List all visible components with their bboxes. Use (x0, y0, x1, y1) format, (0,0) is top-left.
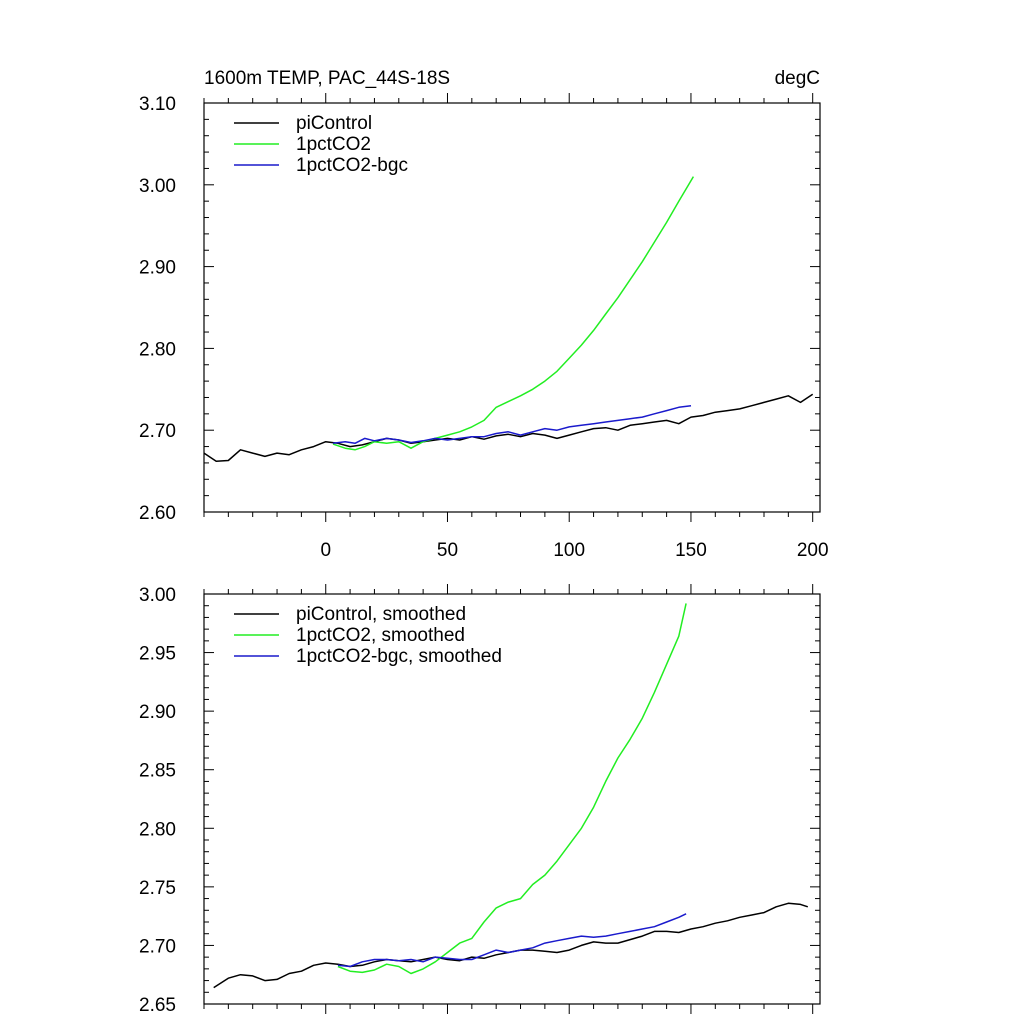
legend-label: 1pctCO2-bgc, smoothed (296, 646, 502, 667)
series-line-2 (332, 176, 695, 451)
x-tick-label: 150 (675, 540, 707, 561)
y-tick-label: 2.75 (139, 878, 176, 899)
x-tick-label: 0 (320, 540, 331, 561)
y-tick-label: 2.65 (139, 995, 176, 1016)
x-tick-label: 50 (437, 540, 458, 561)
legend-label: piControl (296, 113, 372, 134)
series-line-1 (204, 393, 814, 463)
chart-title: 1600m TEMP, PAC_44S-18S (204, 68, 450, 89)
y-tick-label: 3.00 (139, 585, 176, 606)
series-line-2 (337, 603, 687, 975)
x-tick-label: 100 (553, 540, 585, 561)
series-line-1 (213, 902, 809, 989)
legend-label: piControl, smoothed (296, 604, 466, 625)
legend-label: 1pctCO2 (296, 134, 371, 155)
y-tick-label: 2.70 (139, 421, 176, 442)
y-tick-label: 2.60 (139, 503, 176, 524)
series-line-3 (337, 913, 687, 968)
y-tick-label: 2.80 (139, 819, 176, 840)
y-tick-label: 3.00 (139, 176, 176, 197)
x-tick-label: 200 (797, 540, 829, 561)
plot-frame (203, 102, 821, 513)
y-tick-label: 2.80 (139, 339, 176, 360)
legend-label: 1pctCO2-bgc (296, 155, 408, 176)
plot-frame (203, 593, 821, 1005)
y-tick-label: 2.90 (139, 258, 176, 279)
units-label: degC (775, 68, 820, 89)
y-tick-label: 3.10 (139, 94, 176, 115)
bottom-panel: 2.65 2.70 2.75 2.80 2.85 2.90 2.95 3.00 piContro… (139, 584, 821, 1016)
legend-label: 1pctCO2, smoothed (296, 625, 465, 646)
series-line-3 (332, 404, 692, 445)
y-tick-label: 2.95 (139, 644, 176, 665)
y-tick-label: 2.85 (139, 761, 176, 782)
top-panel: 2.60 2.70 2.80 2.90 3.00 3.10 0 50 100 150 200 piCo… (139, 93, 829, 561)
y-tick-label: 2.70 (139, 936, 176, 957)
y-tick-label: 2.90 (139, 702, 176, 723)
